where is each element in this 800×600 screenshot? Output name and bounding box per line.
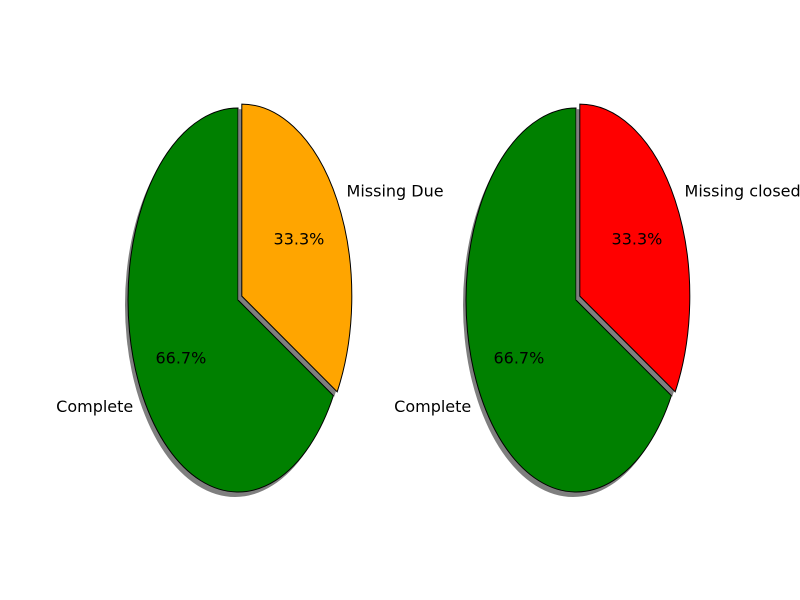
pie-2-label-complete: Complete (394, 397, 471, 416)
pie-2-pct-missing-closed: 33.3% (612, 229, 663, 248)
pie-chart-2: Complete 66.7% Missing closed 33.3% (394, 103, 800, 497)
pie-1-pct-missing-due: 33.3% (274, 229, 325, 248)
pie-1-label-complete: Complete (56, 397, 133, 416)
pie-2-slice-missing-closed (579, 103, 691, 393)
pie-chart-1: Complete 66.7% Missing Due 33.3% (56, 103, 444, 498)
pie-1-label-missing-due: Missing Due (347, 181, 444, 200)
pie-2-pct-complete: 66.7% (493, 349, 544, 368)
pie-2-slice-complete (465, 107, 672, 493)
pie-1-slice-complete (127, 107, 334, 493)
pie-1-pct-complete: 66.7% (155, 349, 206, 368)
pie-2-label-missing-closed: Missing closed (685, 181, 800, 200)
pie-1-slice-missing-due (241, 103, 353, 393)
